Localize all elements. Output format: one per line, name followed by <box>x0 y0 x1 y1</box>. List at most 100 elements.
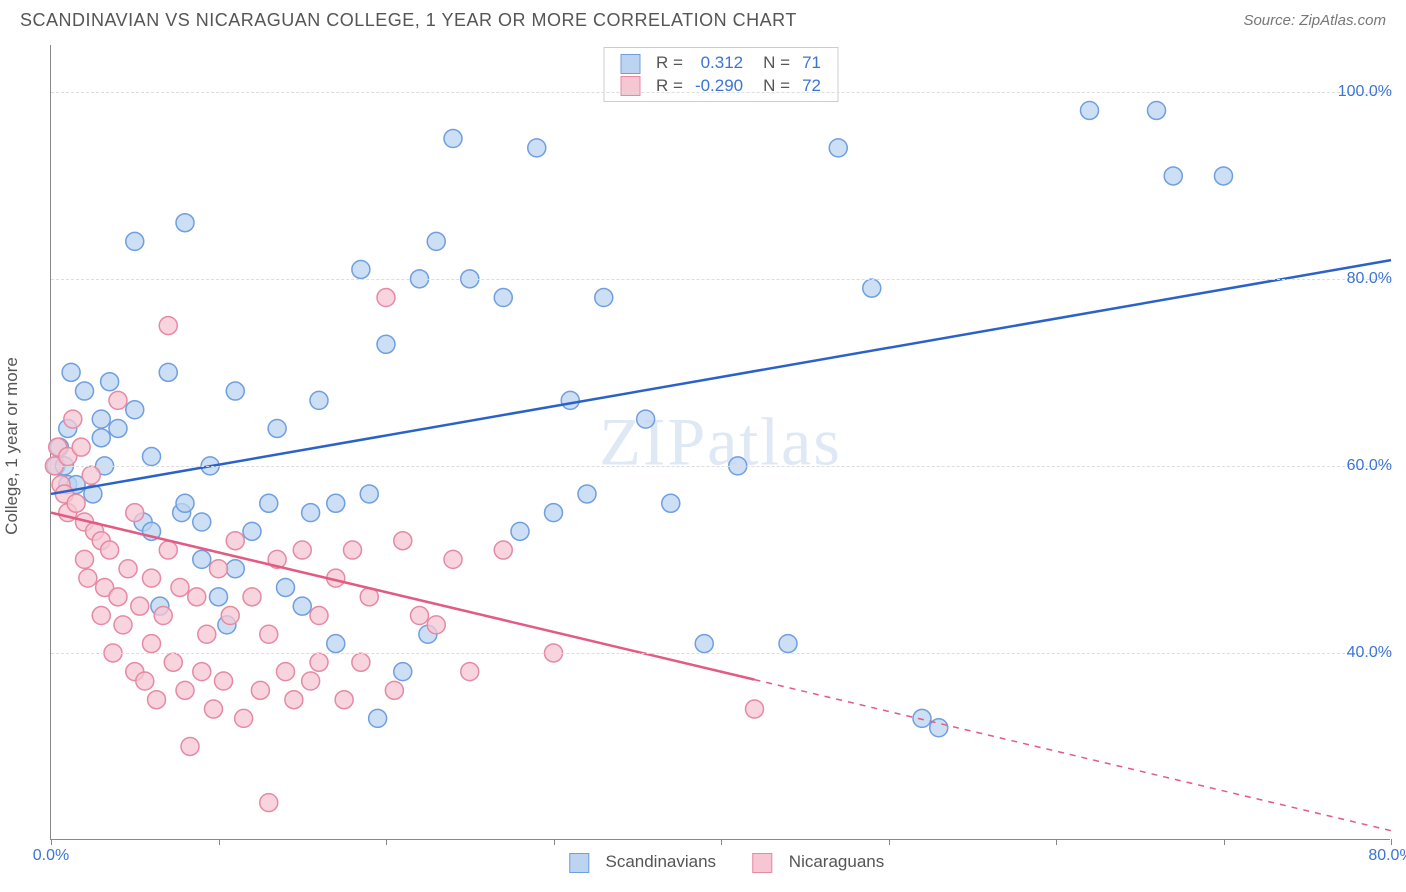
gridline <box>51 653 1390 654</box>
scatter-point <box>226 382 244 400</box>
scatter-point <box>143 635 161 653</box>
scatter-point <box>204 700 222 718</box>
scatter-point <box>344 541 362 559</box>
legend-swatch <box>569 853 589 873</box>
scatter-point <box>181 737 199 755</box>
trend-line <box>51 260 1391 494</box>
scatter-point <box>210 560 228 578</box>
scatter-point <box>154 607 172 625</box>
scatter-point <box>143 448 161 466</box>
scatter-point <box>695 635 713 653</box>
scatter-point <box>369 709 387 727</box>
scatter-point <box>171 578 189 596</box>
legend-item: Nicaraguans <box>740 852 884 871</box>
scatter-point <box>461 663 479 681</box>
gridline <box>51 279 1390 280</box>
scatter-point <box>62 363 80 381</box>
scatter-point <box>114 616 132 634</box>
scatter-point <box>159 541 177 559</box>
scatter-point <box>92 607 110 625</box>
scatter-point <box>176 681 194 699</box>
scatter-point <box>221 607 239 625</box>
scatter-point <box>148 691 166 709</box>
scatter-point <box>335 691 353 709</box>
scatter-point <box>310 607 328 625</box>
chart-source: Source: ZipAtlas.com <box>1243 12 1386 29</box>
scatter-point <box>109 588 127 606</box>
scatter-point <box>82 466 100 484</box>
scatter-point <box>863 279 881 297</box>
scatter-point <box>293 541 311 559</box>
scatter-point <box>159 317 177 335</box>
x-tick <box>51 839 52 845</box>
scatter-point <box>176 214 194 232</box>
scatter-point <box>310 391 328 409</box>
x-tick <box>889 839 890 845</box>
x-tick <box>1391 839 1392 845</box>
scatter-point <box>260 794 278 812</box>
x-tick <box>219 839 220 845</box>
scatter-point <box>260 625 278 643</box>
scatter-point <box>494 541 512 559</box>
scatter-point <box>193 550 211 568</box>
scatter-point <box>427 616 445 634</box>
scatter-point <box>76 550 94 568</box>
legend-row: R =0.312N =71 <box>614 52 827 75</box>
scatter-point <box>210 588 228 606</box>
scatter-point <box>511 522 529 540</box>
scatter-point <box>1215 167 1233 185</box>
scatter-point <box>662 494 680 512</box>
scatter-point <box>494 289 512 307</box>
y-tick-label: 80.0% <box>1341 270 1392 288</box>
scatter-point <box>302 504 320 522</box>
legend-swatch <box>620 54 640 74</box>
x-tick <box>386 839 387 845</box>
legend-swatch <box>752 853 772 873</box>
scatter-point <box>64 410 82 428</box>
scatter-point <box>101 373 119 391</box>
scatter-point <box>327 635 345 653</box>
scatter-point <box>779 635 797 653</box>
scatter-point <box>377 289 395 307</box>
scatter-point <box>394 532 412 550</box>
scatter-point <box>829 139 847 157</box>
scatter-point <box>226 532 244 550</box>
scatter-point <box>101 541 119 559</box>
gridline <box>51 466 1390 467</box>
scatter-point <box>360 485 378 503</box>
scatter-point <box>136 672 154 690</box>
scatter-point <box>159 363 177 381</box>
scatter-point <box>1081 101 1099 119</box>
scatter-point <box>92 429 110 447</box>
scatter-point <box>243 588 261 606</box>
scatter-point <box>310 653 328 671</box>
x-tick <box>554 839 555 845</box>
scatter-point <box>268 419 286 437</box>
scatter-point <box>595 289 613 307</box>
scatter-point <box>215 672 233 690</box>
scatter-point <box>352 260 370 278</box>
scatter-point <box>126 232 144 250</box>
scatter-point <box>188 588 206 606</box>
scatter-point <box>1164 167 1182 185</box>
chart-title: SCANDINAVIAN VS NICARAGUAN COLLEGE, 1 YE… <box>20 10 797 31</box>
scatter-point <box>193 513 211 531</box>
scatter-point <box>411 607 429 625</box>
x-tick <box>1224 839 1225 845</box>
scatter-point <box>176 494 194 512</box>
plot-svg <box>51 45 1390 839</box>
scatter-point <box>109 419 127 437</box>
scatter-point <box>285 691 303 709</box>
scatter-point <box>327 494 345 512</box>
scatter-point <box>119 560 137 578</box>
legend-correlation: R =0.312N =71R =-0.290N =72 <box>603 47 838 102</box>
x-tick-label: 0.0% <box>33 847 69 865</box>
legend-item: Scandinavians <box>557 852 716 871</box>
scatter-point <box>79 569 97 587</box>
scatter-point <box>578 485 596 503</box>
scatter-point <box>92 410 110 428</box>
scatter-point <box>352 653 370 671</box>
scatter-point <box>260 494 278 512</box>
scatter-point <box>76 382 94 400</box>
scatter-point <box>251 681 269 699</box>
